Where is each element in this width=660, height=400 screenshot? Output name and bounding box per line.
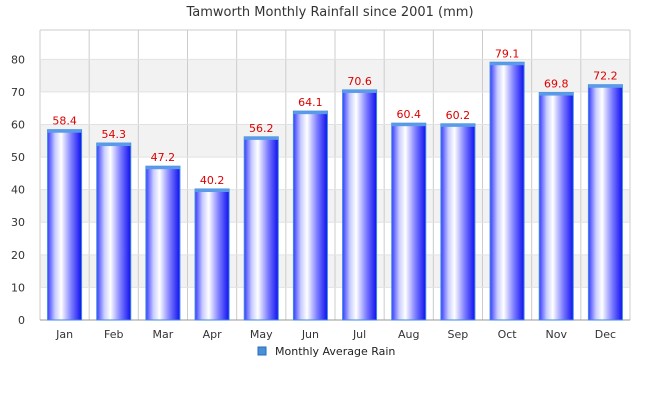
legend-label: Monthly Average Rain (275, 345, 395, 358)
legend-swatch (257, 346, 267, 356)
data-label: 56.2 (249, 122, 274, 135)
data-label: 70.6 (347, 75, 372, 88)
bar-cap (391, 123, 426, 127)
data-label: 54.3 (102, 128, 127, 141)
bar-dec (587, 84, 623, 321)
y-tick-label: 80 (11, 53, 25, 66)
x-tick-label: Feb (104, 328, 123, 341)
y-tick-label: 70 (11, 86, 25, 99)
bar-feb (96, 142, 132, 321)
bar-mar (145, 165, 181, 321)
bar-jul (342, 89, 378, 321)
x-tick-label: May (250, 328, 273, 341)
data-label: 40.2 (200, 174, 225, 187)
data-label: 60.4 (397, 108, 422, 121)
bar-cap (244, 136, 279, 140)
bar-cap (195, 189, 230, 193)
bar-sep (440, 123, 476, 321)
x-tick-label: Aug (398, 328, 419, 341)
x-tick-label: Jun (301, 328, 319, 341)
y-tick-label: 60 (11, 118, 25, 131)
x-tick-label: Jul (352, 328, 366, 341)
data-label: 79.1 (495, 47, 520, 60)
x-tick-label: Jan (55, 328, 73, 341)
bar-cap (47, 129, 82, 133)
bar-cap (539, 92, 574, 96)
y-tick-label: 10 (11, 281, 25, 294)
bar-may (243, 136, 279, 321)
y-tick-label: 30 (11, 216, 25, 229)
chart-title: Tamworth Monthly Rainfall since 2001 (mm… (185, 5, 473, 20)
bar-cap (96, 143, 131, 147)
bar-oct (489, 61, 525, 321)
bar-cap (588, 84, 623, 88)
bar-jun (292, 110, 328, 321)
y-tick-label: 50 (11, 151, 25, 164)
x-tick-label: Nov (546, 328, 568, 341)
y-tick-label: 20 (11, 249, 25, 262)
bar-jan (47, 129, 83, 321)
x-tick-label: Sep (448, 328, 469, 341)
x-tick-label: Apr (203, 328, 223, 341)
x-tick-label: Oct (498, 328, 518, 341)
data-label: 64.1 (298, 96, 323, 109)
data-label: 47.2 (151, 151, 176, 164)
data-label: 72.2 (593, 70, 618, 83)
bar-apr (194, 188, 230, 321)
plot-area: 0 10 20 30 40 50 60 70 80 58.4 Jan 54.3 Feb 47.2 Mar 40… (11, 29, 631, 341)
bar-cap (145, 166, 180, 170)
bar-cap (342, 89, 377, 93)
bar-nov (538, 92, 574, 321)
data-label: 69.8 (544, 78, 569, 91)
bar-aug (391, 122, 427, 321)
bar-cap (440, 123, 475, 127)
bar-cap (293, 111, 328, 115)
x-tick-label: Dec (595, 328, 616, 341)
data-label: 58.4 (52, 115, 77, 128)
bar-cap (490, 62, 525, 66)
y-tick-label: 40 (11, 184, 25, 197)
data-label: 60.2 (446, 109, 471, 122)
y-tick-label: 0 (18, 314, 25, 327)
legend: Monthly Average Rain (257, 345, 395, 358)
x-tick-label: Mar (153, 328, 174, 341)
